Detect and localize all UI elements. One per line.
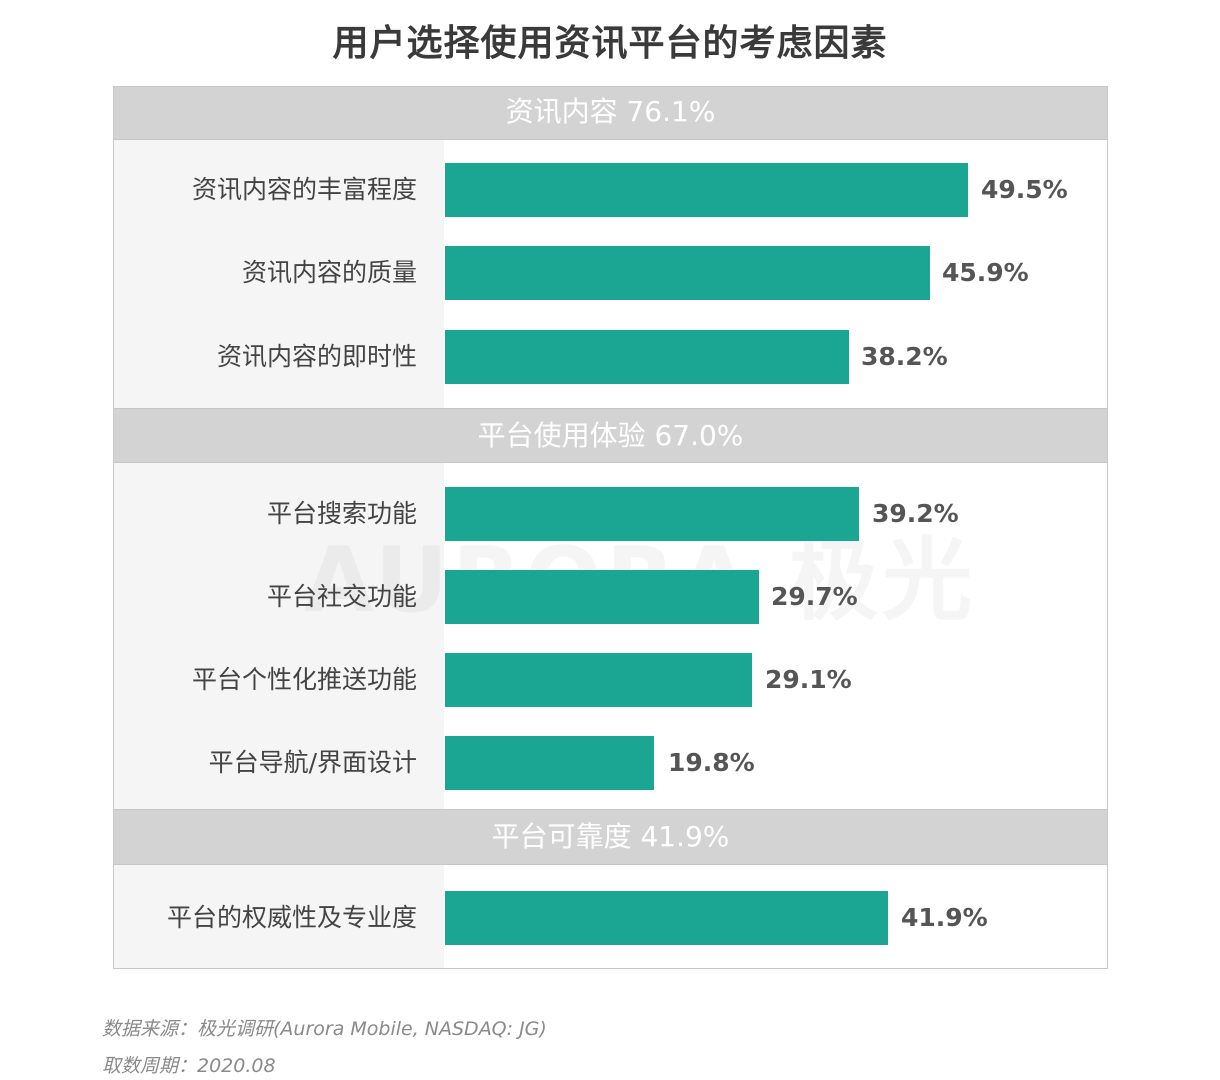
bar — [445, 736, 654, 790]
bar-label: 资讯内容的丰富程度 — [191, 175, 417, 204]
bar-label: 平台的权威性及专业度 — [166, 903, 417, 932]
group-header-reliability: 平台可靠度 41.9% — [114, 809, 1107, 865]
bar-value: 41.9% — [901, 903, 988, 932]
bar-value: 39.2% — [872, 499, 959, 528]
bar-value: 29.7% — [771, 582, 858, 611]
bar-label: 资讯内容的即时性 — [216, 342, 417, 371]
bar-value: 19.8% — [668, 748, 755, 777]
bar-row: 平台个性化推送功能 29.1% — [114, 653, 1107, 707]
bar-row: 资讯内容的质量 45.9% — [114, 246, 1107, 300]
bar-row: 资讯内容的丰富程度 49.5% — [114, 163, 1107, 217]
bar-label: 平台搜索功能 — [266, 499, 417, 528]
group-header-content: 资讯内容 76.1% — [114, 87, 1107, 140]
bar-row: 平台社交功能 29.7% — [114, 570, 1107, 624]
bar-row: 平台的权威性及专业度 41.9% — [114, 891, 1107, 945]
bar — [445, 891, 888, 945]
bar-value: 49.5% — [981, 175, 1068, 204]
chart-frame: AURORA 极光 资讯内容 76.1% 资讯内容的丰富程度 49.5% 资讯内… — [113, 86, 1108, 969]
bar — [445, 653, 752, 707]
group-header-experience: 平台使用体验 67.0% — [114, 408, 1107, 463]
bar — [445, 570, 759, 624]
bar-label: 平台社交功能 — [266, 582, 417, 611]
bar-row: 资讯内容的即时性 38.2% — [114, 330, 1107, 384]
bar — [445, 246, 930, 300]
bar — [445, 487, 859, 541]
bar-row: 平台搜索功能 39.2% — [114, 487, 1107, 541]
bar-value: 45.9% — [942, 258, 1029, 287]
bar-value: 38.2% — [861, 342, 948, 371]
bar-label: 平台个性化推送功能 — [191, 665, 417, 694]
bar-label: 平台导航/界面设计 — [208, 748, 417, 777]
data-source-note: 数据来源：极光调研(Aurora Mobile, NASDAQ: JG) — [102, 1018, 547, 1040]
bar-label: 资讯内容的质量 — [241, 258, 417, 287]
bar — [445, 163, 968, 217]
data-period-note: 取数周期：2020.08 — [102, 1055, 276, 1077]
bar — [445, 330, 849, 384]
chart-title: 用户选择使用资讯平台的考虑因素 — [332, 23, 888, 64]
bar-value: 29.1% — [765, 665, 852, 694]
bar-row: 平台导航/界面设计 19.8% — [114, 736, 1107, 790]
